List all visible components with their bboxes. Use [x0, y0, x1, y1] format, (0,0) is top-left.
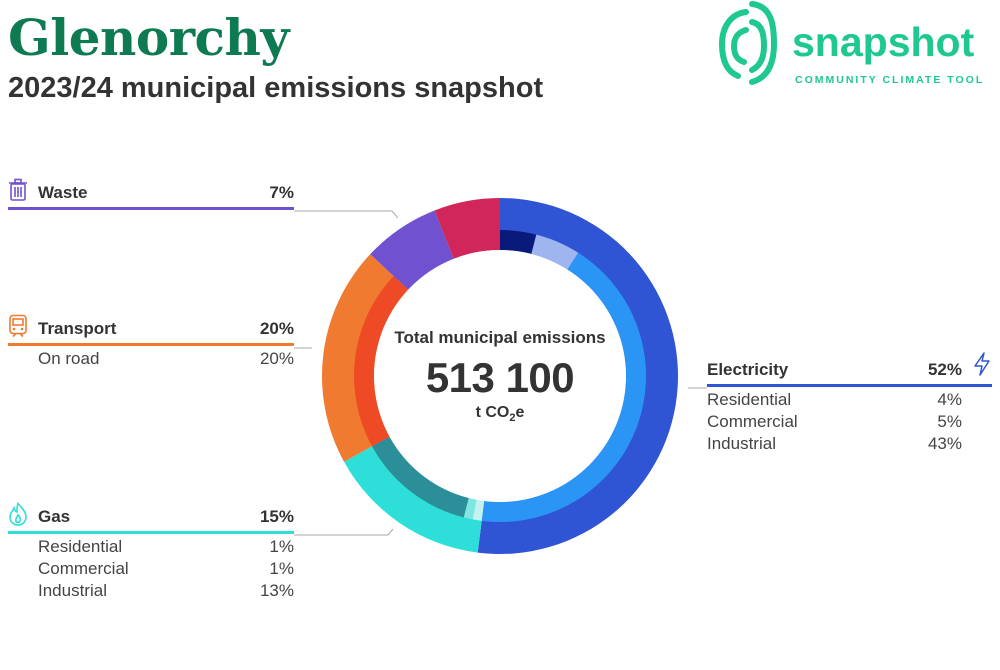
- fingerprint-swirl-icon: [718, 1, 778, 85]
- bin-icon: [9, 178, 27, 201]
- legend-row: Industrial 13%: [38, 581, 294, 600]
- legend-row: Commercial 1%: [38, 559, 294, 578]
- donut-subslice-electricity-commercial[interactable]: [531, 234, 579, 270]
- snapshot-logo[interactable]: snapshot COMMUNITY CLIMATE TOOL: [712, 0, 1000, 92]
- legend-row: On road 20%: [38, 349, 294, 368]
- total-value: 513 100: [425, 354, 575, 401]
- donut-subslice-gas-residential[interactable]: [472, 499, 485, 521]
- legend-row: Commercial 5%: [707, 412, 962, 431]
- donut-subslice-electricity-industrial[interactable]: [481, 252, 646, 522]
- donut-subslice-gas-industrial[interactable]: [372, 436, 469, 518]
- donut-slice-other[interactable]: [434, 198, 500, 259]
- page-subtitle: 2023/24 municipal emissions snapshot: [8, 72, 544, 104]
- legend-row: Residential 4%: [707, 390, 962, 409]
- donut-subslice-electricity-residential[interactable]: [500, 230, 537, 254]
- donut-subslice-transport-on-road[interactable]: [353, 276, 409, 447]
- legend-row: Residential 1%: [38, 537, 294, 556]
- legend-gas-name: Gas: [38, 507, 71, 526]
- legend-electricity-percent: 52%: [927, 360, 962, 379]
- donut-subslice-gas-commercial[interactable]: [463, 498, 477, 520]
- flame-icon: [9, 502, 27, 526]
- legend-waste[interactable]: Waste 7%: [8, 178, 294, 210]
- legend-transport-percent: 20%: [259, 319, 294, 338]
- legend-gas[interactable]: Gas 15% Residential 1% Commercial 1% Ind…: [8, 502, 294, 600]
- donut-slice-electricity[interactable]: [477, 198, 678, 554]
- subsector-ring: [353, 230, 646, 522]
- donut-slice-gas[interactable]: [344, 436, 485, 553]
- legend-waste-name: Waste: [38, 183, 88, 202]
- donut-slice-waste[interactable]: [370, 210, 454, 290]
- train-icon: [9, 314, 27, 338]
- page-title: Glenorchy: [8, 8, 289, 67]
- lightning-icon: [974, 352, 990, 376]
- legend-transport-name: Transport: [38, 319, 117, 338]
- legend-electricity[interactable]: Electricity 52% Residential 4% Commercia…: [707, 352, 992, 453]
- logo-wordmark: snapshot: [792, 19, 975, 65]
- legend-gas-percent: 15%: [259, 507, 294, 526]
- legend-transport[interactable]: Transport 20% On road 20%: [8, 314, 294, 368]
- legend-electricity-name: Electricity: [707, 360, 789, 379]
- donut-hole: [374, 250, 626, 502]
- logo-tagline: COMMUNITY CLIMATE TOOL: [795, 74, 985, 86]
- total-caption: Total municipal emissions: [394, 328, 606, 347]
- legend-row: Industrial 43%: [707, 434, 962, 453]
- leader-line-gas: [294, 528, 394, 536]
- legend-waste-percent: 7%: [269, 183, 294, 202]
- total-unit: t CO2e: [475, 404, 525, 425]
- leader-lines: [294, 210, 707, 536]
- leader-line-waste: [294, 210, 399, 219]
